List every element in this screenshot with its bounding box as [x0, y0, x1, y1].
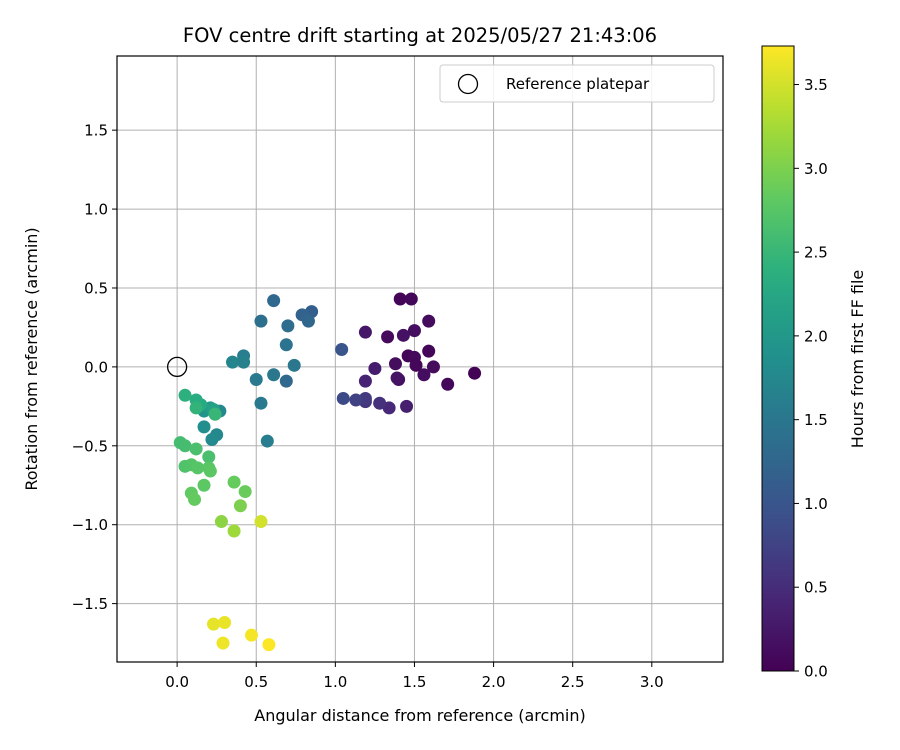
legend: Reference platepar: [439, 64, 715, 103]
scatter-points: [166, 292, 482, 652]
colorbar-label: Hours from first FF file: [848, 270, 867, 449]
y-tick-label: 0.0: [84, 358, 108, 376]
x-tick-label: 3.0: [640, 673, 664, 691]
colorbar-tick-label: 3.0: [804, 160, 828, 178]
data-point: [409, 358, 423, 372]
x-axis-label: Angular distance from reference (arcmin): [254, 706, 585, 725]
legend-label-reference: Reference platepar: [506, 75, 650, 93]
data-point: [249, 373, 263, 387]
data-point: [197, 478, 211, 492]
data-point: [189, 442, 203, 456]
colorbar-tick-label: 1.0: [804, 495, 828, 513]
data-point: [390, 371, 404, 385]
data-point: [226, 355, 240, 369]
legend-marker-reference: [457, 73, 479, 95]
colorbar: [761, 45, 795, 672]
data-point: [216, 636, 230, 650]
data-point: [279, 374, 293, 388]
data-point: [335, 343, 349, 357]
data-point: [267, 368, 281, 382]
data-point: [393, 292, 407, 306]
data-point: [381, 330, 395, 344]
grid: [117, 56, 723, 662]
data-point: [358, 325, 372, 339]
data-point: [373, 396, 387, 410]
colorbar-tick-label: 0.5: [804, 579, 828, 597]
chart-title: FOV centre drift starting at 2025/05/27 …: [183, 24, 657, 47]
colorbar-ticks: 0.0 0.5 1.0 1.5 2.0 2.5 3.0 3.5: [794, 76, 828, 681]
data-point: [203, 464, 217, 478]
data-point: [260, 434, 274, 448]
data-point: [336, 391, 350, 405]
data-point: [262, 638, 276, 652]
x-tick-label: 2.5: [561, 673, 585, 691]
data-point: [281, 319, 295, 333]
data-point: [197, 420, 211, 434]
x-tick-label: 1.0: [323, 673, 347, 691]
data-point: [178, 388, 192, 402]
data-point: [254, 396, 268, 410]
data-point: [422, 344, 436, 358]
data-point: [202, 450, 216, 464]
data-point: [267, 294, 281, 308]
axis-ticks: 0.0 0.5 1.0 1.5 2.0 2.5 3.0 −1.5 −1.0 −0.5 0.0 0.5 1…: [72, 122, 664, 691]
data-point: [191, 461, 205, 475]
data-point: [227, 524, 241, 538]
plot-area: [116, 55, 724, 663]
legend-box: [439, 64, 715, 103]
data-point: [417, 368, 431, 382]
data-point: [244, 628, 258, 642]
data-point: [189, 401, 203, 415]
data-point: [404, 292, 418, 306]
reference-platepar-marker: [166, 356, 188, 378]
data-point: [287, 358, 301, 372]
data-point: [349, 393, 363, 407]
y-tick-label: −0.5: [72, 437, 108, 455]
data-point: [205, 432, 219, 446]
data-point: [254, 314, 268, 328]
data-point: [301, 314, 315, 328]
data-point: [358, 374, 372, 388]
colorbar-tick-label: 3.5: [804, 76, 828, 94]
y-tick-label: 0.5: [84, 279, 108, 297]
colorbar-tick-label: 2.5: [804, 244, 828, 262]
colorbar-tick-label: 2.0: [804, 327, 828, 345]
data-point: [227, 475, 241, 489]
x-tick-label: 0.5: [244, 673, 268, 691]
x-tick-label: 2.0: [482, 673, 506, 691]
data-point: [468, 366, 482, 380]
data-point: [441, 377, 455, 391]
data-point: [426, 360, 440, 374]
data-point: [237, 355, 251, 369]
data-point: [207, 617, 221, 631]
data-point: [368, 361, 382, 375]
data-point: [178, 439, 192, 453]
data-point: [218, 616, 232, 630]
data-point: [279, 338, 293, 352]
colorbar-tick-label: 0.0: [804, 663, 828, 681]
y-tick-label: 1.5: [84, 122, 108, 140]
data-point: [254, 515, 268, 529]
data-point: [388, 357, 402, 371]
colorbar-tick-label: 1.5: [804, 411, 828, 429]
data-point: [422, 314, 436, 328]
x-tick-label: 1.5: [403, 673, 427, 691]
data-point: [407, 324, 421, 338]
y-axis-label: Rotation from reference (arcmin): [22, 227, 41, 490]
data-point: [396, 328, 410, 342]
data-point: [233, 499, 247, 513]
y-tick-label: 1.0: [84, 201, 108, 219]
data-point: [400, 399, 414, 413]
data-point: [188, 492, 202, 506]
data-point: [208, 407, 222, 421]
y-tick-label: −1.0: [72, 516, 108, 534]
data-point: [238, 485, 252, 499]
x-tick-label: 0.0: [165, 673, 189, 691]
y-tick-label: −1.5: [72, 595, 108, 613]
data-point: [214, 515, 228, 529]
